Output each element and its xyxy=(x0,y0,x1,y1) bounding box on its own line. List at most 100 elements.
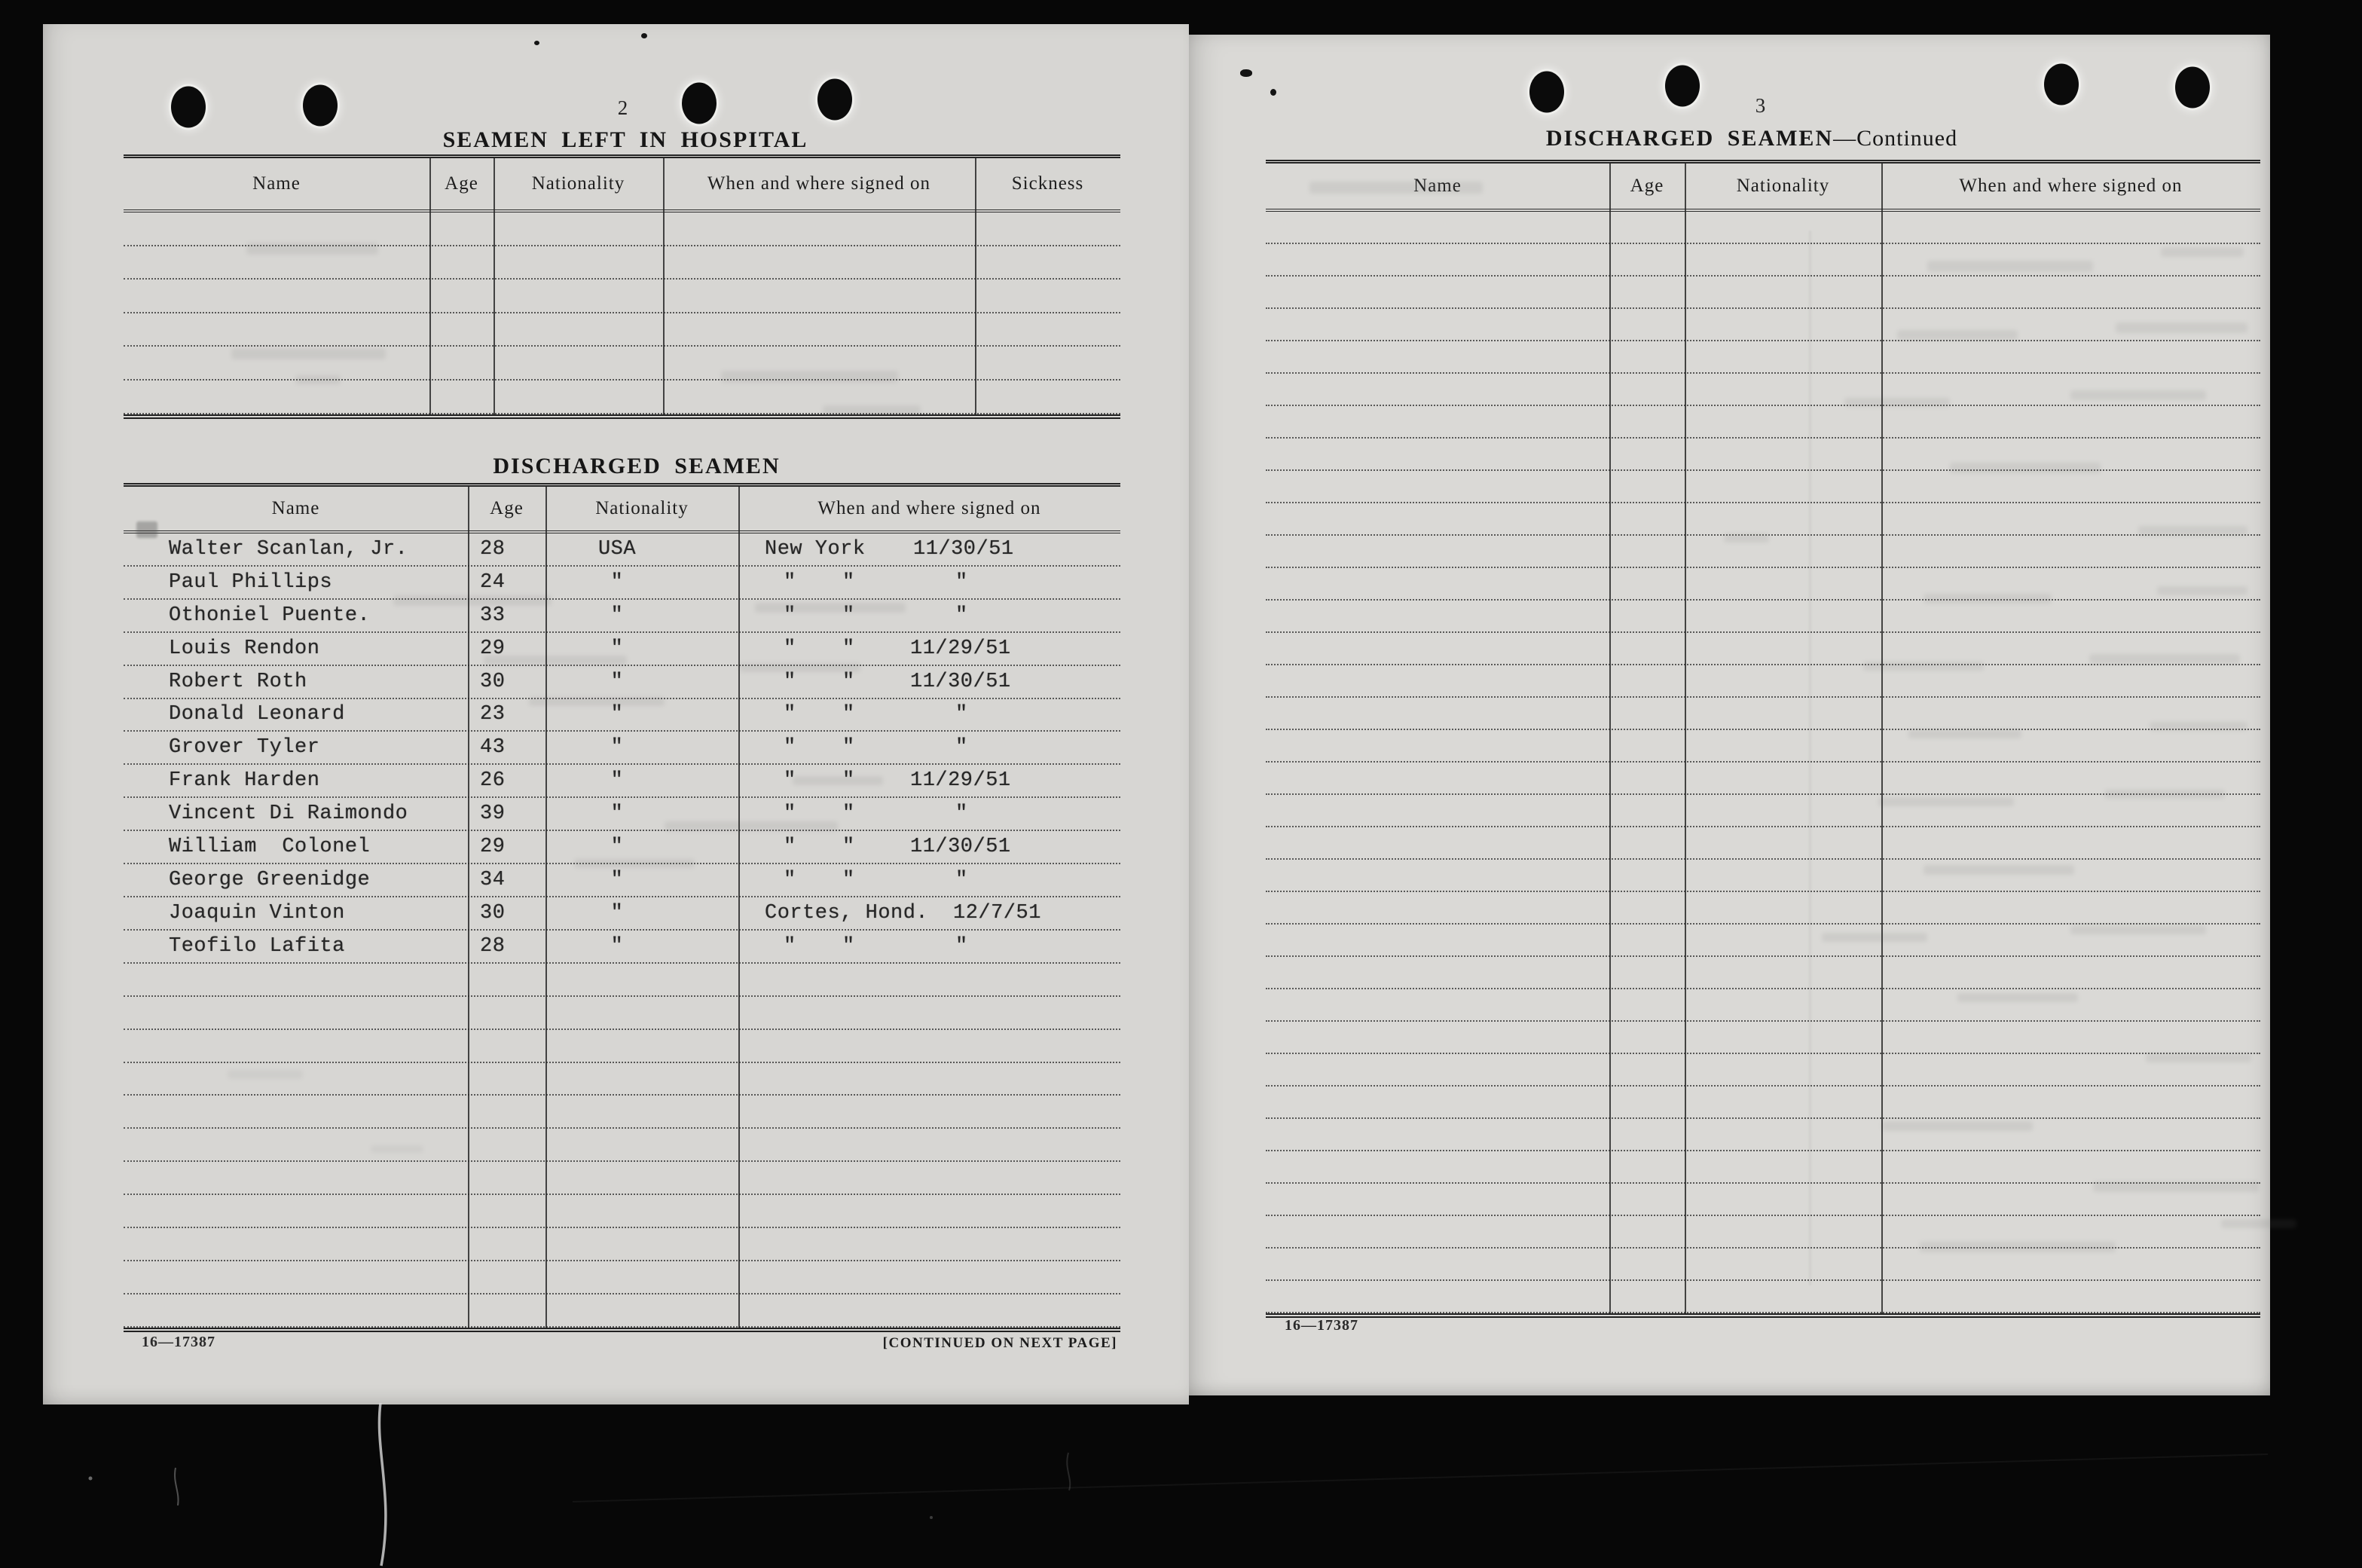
signed-on-part: " xyxy=(784,934,796,958)
nationality-cell: " xyxy=(610,570,624,594)
empty-table-row xyxy=(1266,1184,2260,1216)
continued-table-header: Name Age Nationality When and where sign… xyxy=(1266,164,2260,212)
column-divider xyxy=(738,487,740,1328)
signed-on-cell: " " " xyxy=(738,931,1120,962)
empty-table-row xyxy=(124,997,1120,1030)
empty-table-row xyxy=(1266,665,2260,698)
signed-on-cell: " " " xyxy=(738,864,1120,896)
signed-on-cell: " " " xyxy=(738,699,1120,731)
empty-table-row xyxy=(124,1162,1120,1196)
age-cell: 30 xyxy=(480,901,506,925)
name-cell: George Greenidge xyxy=(169,868,371,891)
nationality-cell: " xyxy=(610,670,624,693)
column-header-signed-on: When and where signed on xyxy=(707,173,931,194)
signed-on-part: " xyxy=(842,868,855,891)
signed-on-part: " xyxy=(842,570,855,594)
column-divider xyxy=(468,487,469,1328)
signed-on-cell: " " " xyxy=(738,732,1120,763)
name-cell: Frank Harden xyxy=(169,769,320,793)
age-cell: 24 xyxy=(480,570,506,594)
signed-on-date: 11/30/51 xyxy=(913,537,1014,561)
empty-table-row xyxy=(1266,1087,2260,1119)
signed-on-part: 11/29/51 xyxy=(910,637,1011,660)
signed-on-part: " xyxy=(955,703,968,726)
column-header-name: Name xyxy=(271,498,320,518)
empty-table-row xyxy=(1266,439,2260,471)
name-cell: Walter Scanlan, Jr. xyxy=(169,537,408,561)
empty-table-row xyxy=(124,1261,1120,1294)
column-header-signed-on: When and where signed on xyxy=(1959,176,2183,196)
empty-table-row xyxy=(124,964,1120,997)
column-header-age: Age xyxy=(490,498,524,518)
nationality-cell: " xyxy=(610,736,624,760)
signed-on-part: " xyxy=(842,836,855,859)
signed-on-cell: " " " xyxy=(738,600,1120,631)
signed-on-part: " xyxy=(955,570,968,594)
empty-table-row xyxy=(1266,568,2260,601)
punch-hole xyxy=(817,78,852,121)
empty-table-row xyxy=(1266,244,2260,277)
empty-table-row xyxy=(1266,503,2260,536)
empty-table-row xyxy=(124,1030,1120,1063)
age-cell: 23 xyxy=(480,703,506,726)
empty-table-row xyxy=(1266,957,2260,989)
signed-on-cell: " " " xyxy=(738,798,1120,830)
punch-hole xyxy=(2044,63,2079,105)
empty-table-row xyxy=(124,246,1120,280)
empty-table-row xyxy=(1266,406,2260,439)
name-cell: Joaquin Vinton xyxy=(169,901,345,925)
empty-table-row xyxy=(124,313,1120,347)
signed-on-part: " xyxy=(955,604,968,627)
empty-table-row xyxy=(1266,925,2260,957)
discharged-table-header: Name Age Nationality When and where sign… xyxy=(124,487,1120,533)
table-row: Othoniel Puente. 33 " " " " xyxy=(124,600,1120,633)
signed-on-part: " xyxy=(784,703,796,726)
name-cell: Othoniel Puente. xyxy=(169,604,371,627)
signed-on-cell: New York 11/30/51 xyxy=(738,533,1120,565)
signed-on-part: 11/30/51 xyxy=(910,836,1011,859)
signed-on-part: " xyxy=(955,934,968,958)
empty-table-row xyxy=(124,280,1120,313)
signed-on-part: " xyxy=(784,836,796,859)
empty-table-row xyxy=(1266,795,2260,827)
empty-table-row xyxy=(124,1096,1120,1129)
column-divider xyxy=(663,158,665,414)
empty-table-row xyxy=(1266,601,2260,633)
discharged-table: Name Age Nationality When and where sign… xyxy=(124,483,1120,1332)
signed-on-cell: Cortes, Hond. 12/7/51 xyxy=(738,897,1120,929)
column-header-name: Name xyxy=(252,173,301,194)
empty-table-row xyxy=(1266,374,2260,406)
age-cell: 29 xyxy=(480,637,506,660)
page-number: 3 xyxy=(1755,94,1767,117)
signed-on-part: " xyxy=(842,604,855,627)
signed-on-part: " xyxy=(784,769,796,793)
empty-table-row xyxy=(124,1129,1120,1163)
empty-table-row xyxy=(1266,763,2260,795)
signed-on-part: " xyxy=(784,868,796,891)
nationality-cell: " xyxy=(610,836,624,859)
signed-on-part: " xyxy=(842,736,855,760)
table-row: Paul Phillips 24 " " " " xyxy=(124,567,1120,600)
signed-on-part: " xyxy=(784,802,796,826)
column-header-age: Age xyxy=(1630,176,1664,196)
punch-hole xyxy=(682,82,717,124)
table-row: Joaquin Vinton 30 " Cortes, Hond. 12/7/51 xyxy=(124,897,1120,931)
table-row: Louis Rendon 29 " " " 11/29/51 xyxy=(124,633,1120,666)
signed-on-place: New York xyxy=(765,537,866,561)
table-row: George Greenidge 34 " " " " xyxy=(124,864,1120,897)
empty-table-row xyxy=(1266,341,2260,374)
age-cell: 26 xyxy=(480,769,506,793)
discharged-section-title: DISCHARGED SEAMEN xyxy=(493,454,781,478)
signed-on-date: 12/7/51 xyxy=(953,901,1041,925)
empty-table-row xyxy=(1266,1281,2260,1313)
signed-on-part: " xyxy=(955,802,968,826)
column-divider xyxy=(1609,164,1611,1313)
empty-table-row xyxy=(1266,212,2260,244)
nationality-cell: " xyxy=(610,604,624,627)
signed-on-cell: " " 11/30/51 xyxy=(738,666,1120,698)
empty-table-row xyxy=(1266,633,2260,665)
punch-hole xyxy=(1665,65,1700,107)
empty-table-row xyxy=(1266,989,2260,1022)
name-cell: Donald Leonard xyxy=(169,703,345,726)
